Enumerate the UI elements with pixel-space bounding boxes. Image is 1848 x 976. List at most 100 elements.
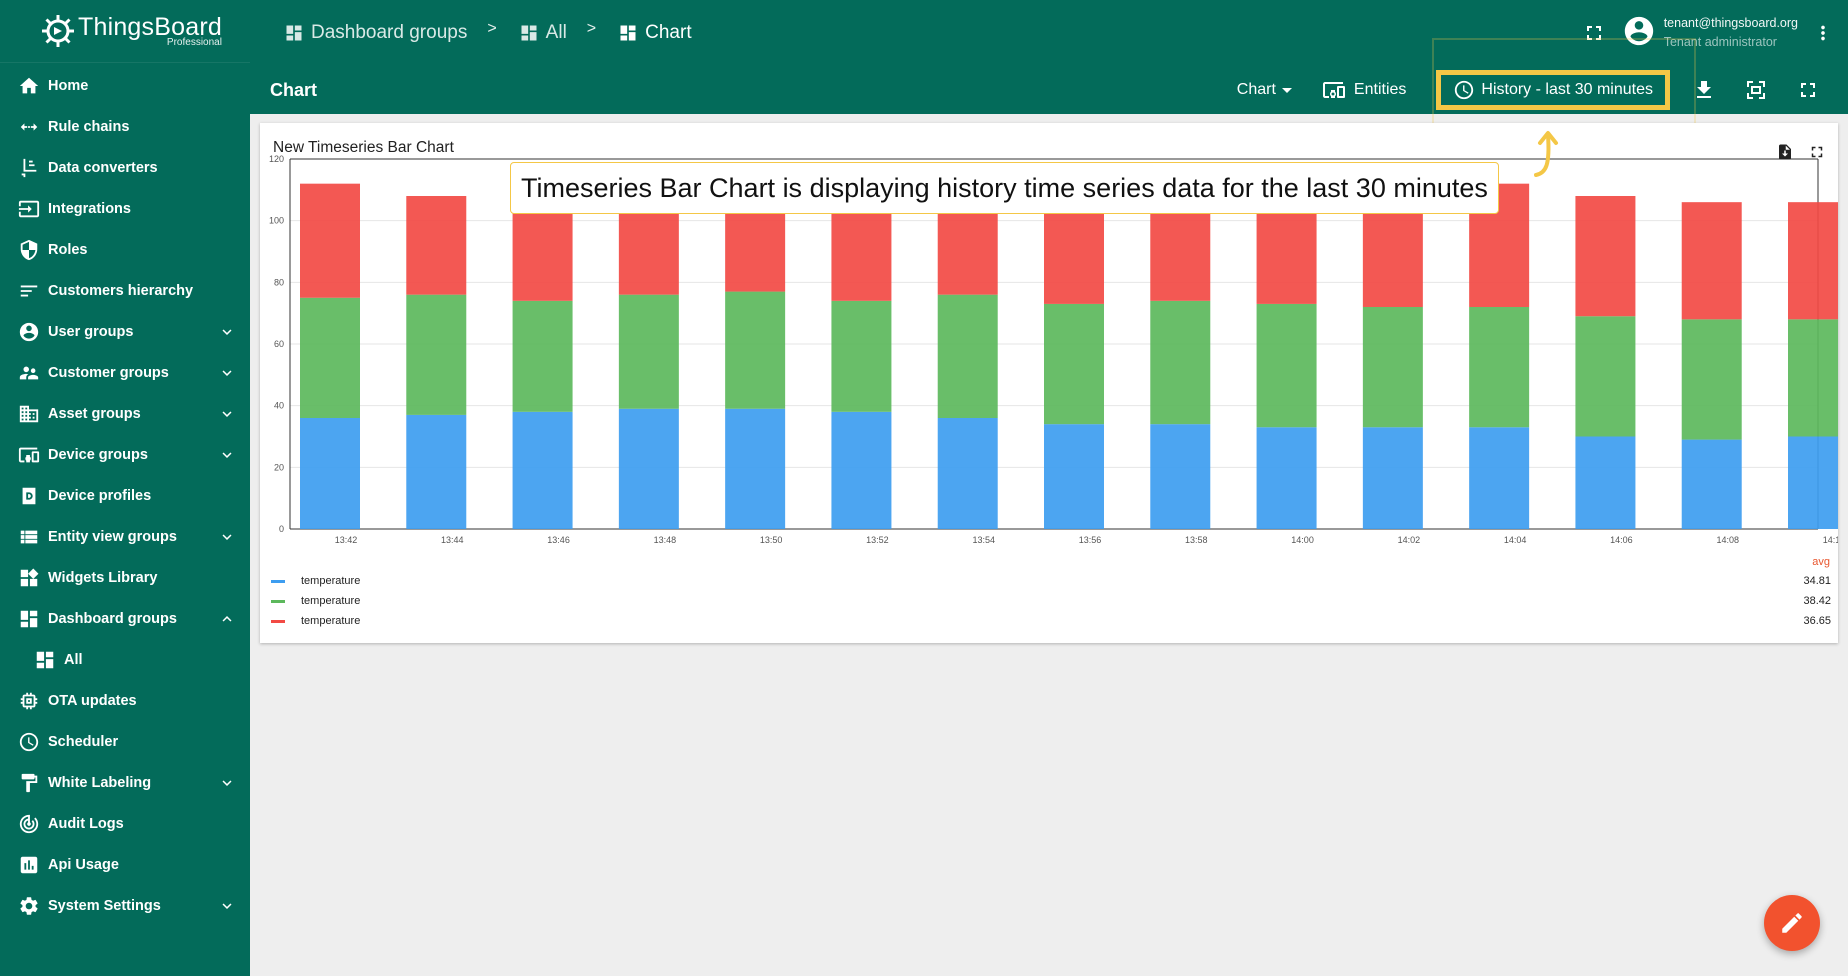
chevron-down-icon[interactable] <box>218 774 236 792</box>
bar-segment <box>1150 424 1211 529</box>
sidebar-item-label: Audit Logs <box>48 815 124 832</box>
more-vert-icon[interactable] <box>1812 22 1834 44</box>
user-icon <box>18 321 40 343</box>
breadcrumb-label: Dashboard groups <box>311 22 468 43</box>
user-email: tenant@thingsboard.org <box>1663 16 1798 30</box>
x-tick-label: 14:10 <box>1823 535 1838 545</box>
x-tick-label: 14:00 <box>1291 535 1314 545</box>
sidebar-item-scheduler[interactable]: Scheduler <box>0 721 250 762</box>
download-icon[interactable] <box>1692 78 1716 102</box>
dashboard-icon <box>620 25 636 41</box>
sidebar-item-audit-logs[interactable]: Audit Logs <box>0 803 250 844</box>
legend-swatch <box>271 619 285 623</box>
y-tick-label: 20 <box>274 462 284 472</box>
sidebar-item-label: Roles <box>48 241 88 258</box>
sidebar-item-integrations[interactable]: Integrations <box>0 188 250 229</box>
sidebar-item-label: User groups <box>48 323 134 340</box>
legend-avg-value: 38.42 <box>1803 595 1831 607</box>
sidebar-item-device-groups[interactable]: Device groups <box>0 434 250 475</box>
bar-segment <box>1575 196 1636 317</box>
x-tick-label: 14:06 <box>1610 535 1633 545</box>
dashboard-state-select[interactable]: Chart <box>1237 81 1292 99</box>
y-tick-label: 120 <box>269 154 284 164</box>
bar-segment <box>1788 319 1838 437</box>
account-circle-icon[interactable] <box>1622 14 1656 53</box>
bar-segment <box>1362 307 1423 428</box>
bar-segment <box>1256 427 1317 529</box>
sidebar-item-customer-groups[interactable]: Customer groups <box>0 352 250 393</box>
legend-item[interactable]: temperature 36.65 <box>271 611 1831 631</box>
bar-segment <box>1044 303 1104 425</box>
clock-icon <box>18 731 40 753</box>
sidebar-item-user-groups[interactable]: User groups <box>0 311 250 352</box>
breadcrumb-separator: > <box>586 20 597 37</box>
x-tick-label: 13:44 <box>441 535 464 545</box>
bar-segment <box>1469 307 1530 428</box>
home-icon <box>18 75 40 97</box>
sidebar-item-entity-view-groups[interactable]: Entity view groups <box>0 516 250 557</box>
legend-item[interactable]: temperature 34.81 <box>271 571 1831 591</box>
bar-segment <box>725 291 786 409</box>
screenshot-icon[interactable] <box>1744 78 1768 102</box>
sidebar-item-device-profiles[interactable]: Device profiles <box>0 475 250 516</box>
widget-actions <box>1764 143 1828 163</box>
widget-title: New Timeseries Bar Chart <box>273 139 454 156</box>
insert-chart-icon <box>18 854 40 876</box>
sidebar-item-system-settings[interactable]: System Settings <box>0 885 250 926</box>
edit-dashboard-button[interactable] <box>1764 895 1820 951</box>
bar-segment <box>1362 427 1423 529</box>
top-bar: Dashboard groups > All > Chart tenant@th… <box>250 0 1848 66</box>
x-tick-label: 13:50 <box>760 535 783 545</box>
chevron-down-icon[interactable] <box>218 405 236 423</box>
bar-segment <box>1469 427 1530 529</box>
fullscreen-icon[interactable] <box>1796 78 1820 102</box>
devices-icon <box>1322 82 1345 98</box>
rule-chains-icon <box>18 116 40 138</box>
thingsboard-logo-icon <box>42 15 74 47</box>
y-tick-label: 60 <box>274 339 284 349</box>
shield-icon <box>18 239 40 261</box>
export-file-icon[interactable] <box>1776 143 1796 163</box>
sidebar-item-ota-updates[interactable]: OTA updates <box>0 680 250 721</box>
sidebar-item-home[interactable]: Home <box>0 65 250 106</box>
sidebar-item-customers-hierarchy[interactable]: Customers hierarchy <box>0 270 250 311</box>
chevron-up-icon[interactable] <box>218 610 236 628</box>
bar-segment <box>300 418 360 529</box>
chevron-down-icon[interactable] <box>218 528 236 546</box>
sidebar-item-white-labeling[interactable]: White Labeling <box>0 762 250 803</box>
sidebar-item-all[interactable]: All <box>0 639 250 680</box>
fullscreen-icon[interactable] <box>1582 21 1606 45</box>
sidebar-item-asset-groups[interactable]: Asset groups <box>0 393 250 434</box>
bar-segment <box>1044 424 1104 529</box>
breadcrumb-all[interactable]: All <box>519 22 567 44</box>
sidebar-item-roles[interactable]: Roles <box>0 229 250 270</box>
sidebar-item-label: Dashboard groups <box>48 610 177 627</box>
chevron-down-icon[interactable] <box>218 364 236 382</box>
sidebar-item-rule-chains[interactable]: Rule chains <box>0 106 250 147</box>
chevron-down-icon[interactable] <box>218 446 236 464</box>
logo[interactable]: ThingsBoard Professional <box>0 0 250 63</box>
bar-segment <box>406 414 467 529</box>
sidebar-item-data-converters[interactable]: Data converters <box>0 147 250 188</box>
legend-avg-value: 34.81 <box>1803 575 1831 587</box>
brand-edition: Professional <box>166 37 222 48</box>
fullscreen-icon[interactable] <box>1808 143 1828 163</box>
legend-value-header: avg <box>1812 556 1830 568</box>
sidebar-item-api-usage[interactable]: Api Usage <box>0 844 250 885</box>
x-tick-label: 13:58 <box>1185 535 1208 545</box>
bar-segment <box>937 294 998 418</box>
chevron-down-icon[interactable] <box>218 897 236 915</box>
breadcrumb-dashboard-groups[interactable]: Dashboard groups <box>284 22 467 44</box>
bar-segment <box>1575 436 1636 529</box>
sidebar-item-label: Customer groups <box>48 364 169 381</box>
bar-segment <box>1150 300 1211 425</box>
legend-item[interactable]: temperature 38.42 <box>271 591 1831 611</box>
timewindow-button[interactable]: History - last 30 minutes <box>1436 70 1670 110</box>
sidebar-item-dashboard-groups[interactable]: Dashboard groups <box>0 598 250 639</box>
user-info[interactable]: tenant@thingsboard.org Tenant administra… <box>1664 14 1798 52</box>
entities-button[interactable]: Entities <box>1322 78 1406 102</box>
breadcrumb: Dashboard groups > All > Chart <box>284 20 692 44</box>
chevron-down-icon[interactable] <box>218 323 236 341</box>
bar-segment <box>831 300 892 412</box>
sidebar-item-widgets-library[interactable]: Widgets Library <box>0 557 250 598</box>
